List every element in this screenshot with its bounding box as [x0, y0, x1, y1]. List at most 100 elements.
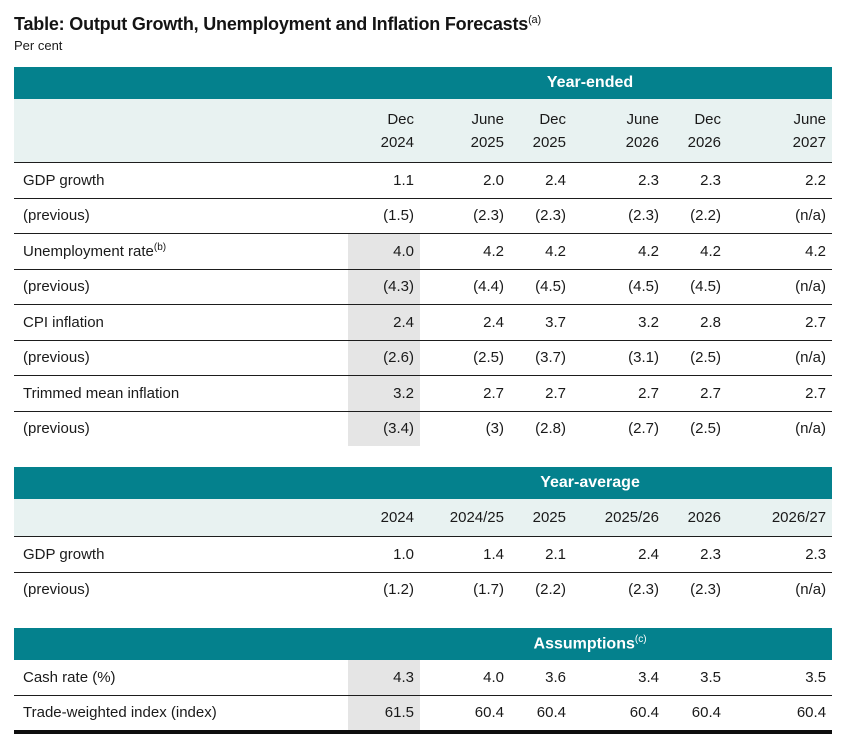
value-cell: (4.5): [665, 268, 727, 305]
row-label-text: CPI inflation: [23, 313, 104, 331]
page-title-text: Table: Output Growth, Unemployment and I…: [14, 14, 529, 34]
column-header-line1: Dec: [387, 111, 414, 128]
value-cell: 3.5: [805, 668, 827, 686]
year-ended-column-headers: Dec 2024 June 2025 Dec 2025 June 2026 Dec 202…: [14, 99, 833, 163]
section-title-text: Year-average: [540, 474, 640, 491]
value-cell: 4.2: [510, 233, 572, 269]
column-header: Dec 2025: [510, 99, 572, 163]
value-cell: 3.2: [572, 304, 665, 340]
value-cell: 2.7: [727, 375, 833, 411]
value-cell: 1.4: [420, 536, 510, 572]
page-title: Table: Output Growth, Unemployment and I…: [14, 9, 832, 36]
column-header: June 2027: [727, 99, 833, 163]
value-cell: 1.1: [348, 162, 420, 198]
column-header: Dec 2024: [348, 99, 420, 163]
value-cell: 4.2: [572, 233, 665, 269]
column-header: 2026/27: [727, 499, 833, 537]
value-cell: (2.5): [665, 410, 727, 446]
value-cell: 1.0: [348, 536, 420, 572]
section-title-superscript: (c): [634, 634, 647, 646]
value-cell: (2.5): [420, 339, 510, 376]
table-row-previous: (previous) (2.6) (2.5) (3.7) (3.1) (2.5)…: [14, 339, 833, 376]
row-label: (previous): [14, 339, 348, 376]
column-header-line2: 2024: [380, 134, 414, 151]
value-cell: (2.3): [665, 571, 727, 607]
value-cell: 2.4: [420, 304, 510, 340]
table-row-cash-rate: Cash rate (%) 4.3 4.0 3.6 3.4 3.5 3.5: [14, 660, 832, 695]
row-label-text: Unemployment rate: [23, 243, 154, 261]
value-cell: (1.5): [348, 197, 420, 234]
page-title-superscript: (a): [528, 14, 541, 26]
value-cell: (1.7): [420, 571, 510, 607]
year-average-column-headers: 2024 2024/25 2025 2025/26 2026 2026/27: [14, 499, 833, 537]
value-cell: (4.4): [420, 268, 510, 305]
row-label-text: Cash rate (%): [23, 668, 116, 686]
value-cell: (n/a): [727, 268, 833, 305]
value-cell: 60.4: [665, 694, 727, 732]
row-label: GDP growth: [14, 162, 348, 198]
row-label: Trimmed mean inflation: [14, 375, 348, 411]
table-row-trimmed-mean-inflation: Trimmed mean inflation 3.2 2.7 2.7 2.7 2…: [14, 375, 833, 411]
value-cell: 60.4: [572, 694, 665, 732]
band-spacer: [14, 467, 348, 499]
row-label-text: Trimmed mean inflation: [23, 384, 180, 402]
column-header-spacer: [14, 499, 348, 537]
value-cell-shaded: 4.3: [348, 660, 420, 695]
table-row-unemployment-rate: Unemployment rate(b) 4.0 4.2 4.2 4.2 4.2…: [14, 233, 833, 269]
band-spacer: [14, 628, 348, 660]
value-cell: (2.3): [420, 197, 510, 234]
page-subtitle: Per cent: [14, 38, 63, 53]
table-row-trade-weighted-index: Trade-weighted index (index) 61.5 60.4 6…: [14, 694, 833, 732]
column-header-line2: 2025: [470, 134, 504, 151]
value-cell: (3.7): [510, 339, 572, 376]
value-cell-shaded: 61.5: [348, 694, 420, 732]
year-ended-band: Year-ended: [14, 67, 833, 99]
row-label-text: (previous): [23, 581, 90, 599]
value-cell: 4.2: [420, 233, 510, 269]
year-average-table: Year-average 2024 2024/25 2025 2025/26 2…: [14, 467, 833, 607]
section-title-text: Year-ended: [546, 74, 634, 91]
value-cell: 4.0: [483, 668, 504, 686]
table-row-previous: (previous) (1.2) (1.7) (2.2) (2.3) (2.3)…: [14, 571, 833, 607]
column-header-line2: 2027: [792, 134, 827, 151]
row-label-superscript: (b): [153, 242, 167, 254]
row-label-text: (previous): [23, 420, 90, 438]
column-header: Dec 2026: [665, 99, 727, 163]
section-title-assumptions: Assumptions(c): [348, 628, 833, 660]
table-row-previous: (previous) (1.5) (2.3) (2.3) (2.3) (2.2)…: [14, 197, 833, 234]
row-label: CPI inflation: [14, 304, 348, 340]
value-cell: (n/a): [727, 339, 833, 376]
column-header: June 2025: [420, 99, 510, 163]
column-header-line2: 2025: [532, 134, 566, 151]
column-header-spacer: [14, 99, 348, 163]
value-cell: 3.5: [700, 668, 721, 686]
value-cell: (n/a): [727, 571, 833, 607]
row-label-text: GDP growth: [23, 171, 105, 189]
column-header: 2024: [348, 499, 420, 537]
row-label-text: GDP growth: [23, 545, 105, 563]
value-cell-shaded: 3.2: [348, 375, 420, 411]
table-row-gdp-growth: GDP growth 1.1 2.0 2.4 2.3 2.3 2.2: [14, 162, 833, 198]
column-header-line1: Dec: [539, 111, 566, 128]
value-cell: 3.6: [545, 668, 566, 686]
value-cell: 60.4: [727, 694, 833, 732]
column-header: 2024/25: [420, 499, 510, 537]
value-cell-shaded: (3.4): [348, 410, 420, 446]
band-spacer: [14, 67, 348, 99]
value-cell: (2.7): [572, 410, 665, 446]
row-label-text: (previous): [23, 278, 90, 296]
column-header-line2: 2026: [687, 134, 721, 151]
column-header-line1: Dec: [694, 111, 721, 128]
value-cell: 2.4: [510, 162, 572, 198]
value-cell: 60.4: [510, 694, 572, 732]
value-cell-shaded: 4.0: [348, 233, 420, 269]
value-cell-shaded: (2.6): [348, 339, 420, 376]
value-cell: 2.3: [665, 162, 727, 198]
column-header-line2: 2026: [625, 134, 659, 151]
row-label: (previous): [14, 410, 348, 446]
assumptions-table: Assumptions(c) Cash rate (%) 4.3 4.0 3.6…: [14, 628, 833, 734]
value-cell: 2.2: [727, 162, 833, 198]
section-title-year-ended: Year-ended: [348, 67, 833, 99]
value-cell: 2.7: [727, 304, 833, 340]
